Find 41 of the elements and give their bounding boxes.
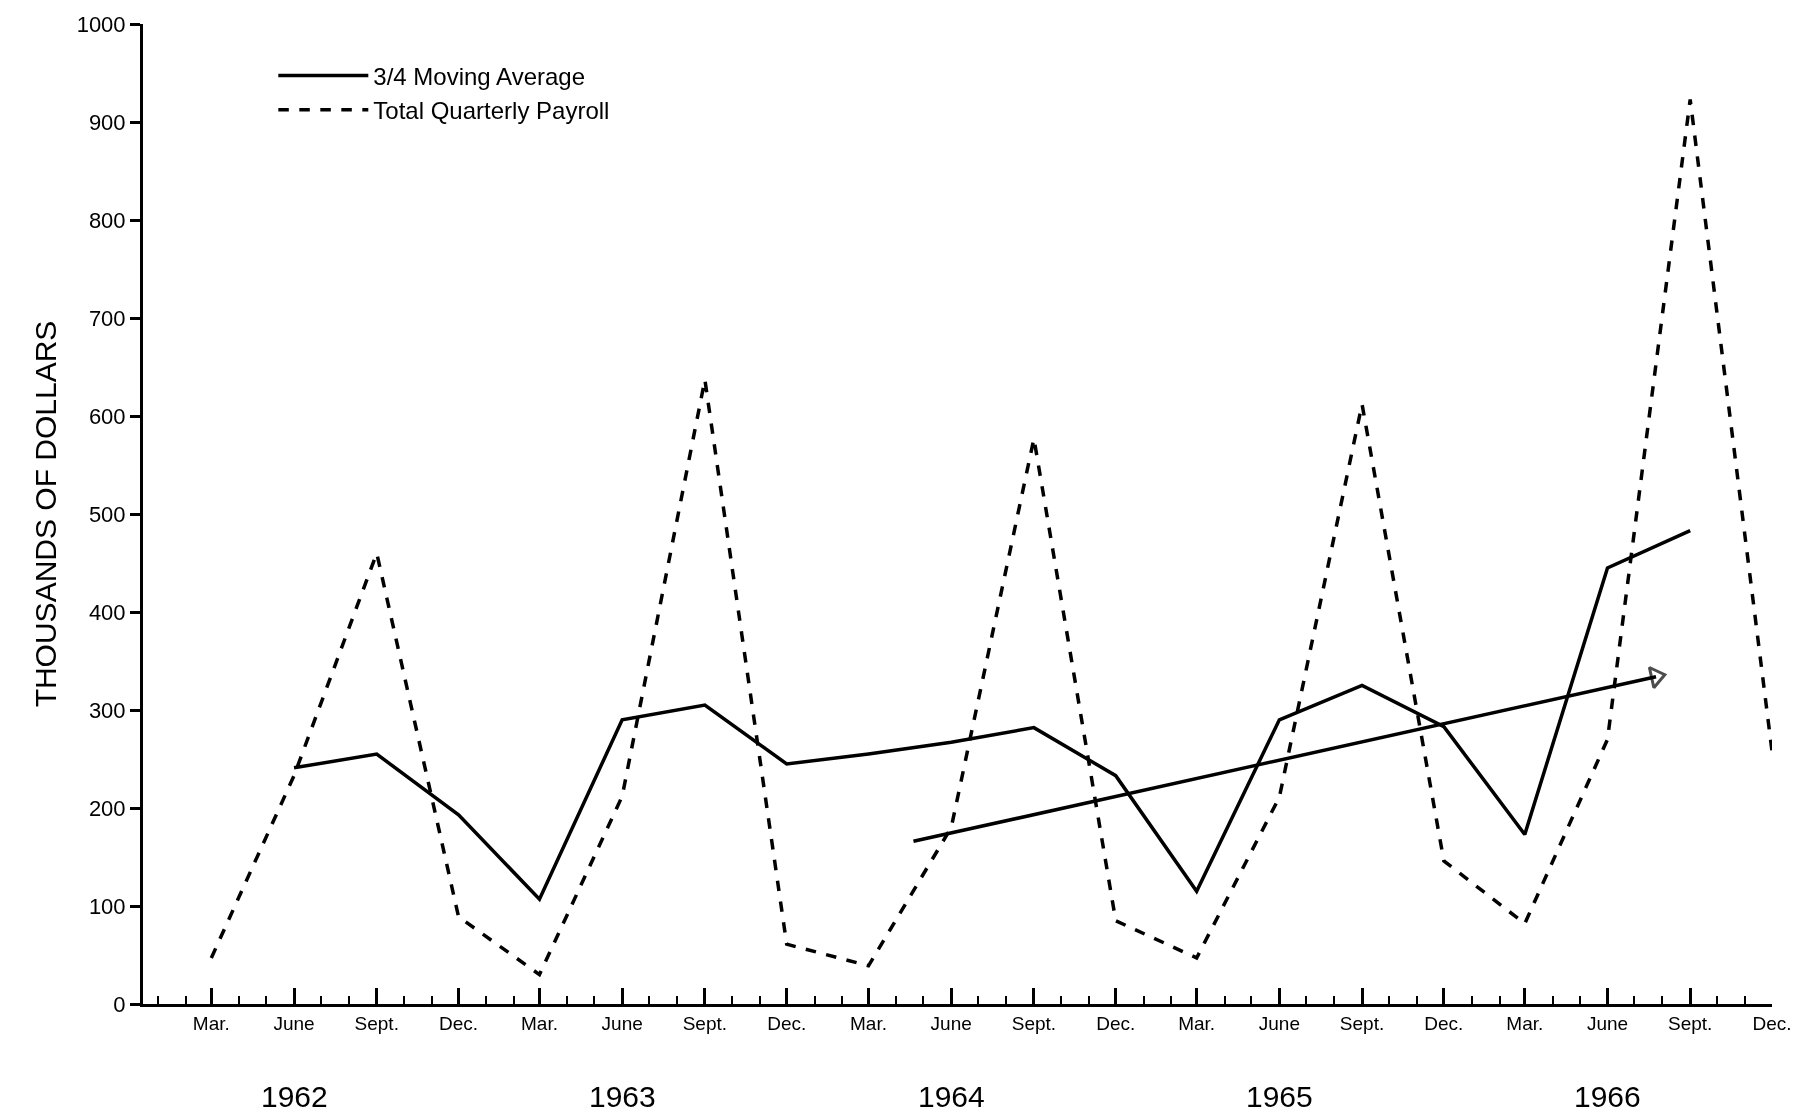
y-tick-label: 400 bbox=[88, 599, 126, 625]
x-tick-label: Dec. bbox=[439, 1012, 479, 1034]
x-tick-label: Mar. bbox=[192, 1012, 230, 1034]
y-tick-label: 900 bbox=[88, 109, 126, 135]
y-tick-label: 100 bbox=[88, 893, 126, 919]
y-tick-label: 700 bbox=[88, 305, 126, 331]
text: 1963 bbox=[589, 1080, 656, 1111]
y-tick-label: 200 bbox=[88, 795, 126, 821]
x-tick-label: Dec. bbox=[767, 1012, 807, 1034]
x-tick-label: Dec. bbox=[1752, 1012, 1792, 1034]
y-tick-label: 600 bbox=[88, 403, 126, 429]
y-tick-label: 0 bbox=[113, 991, 126, 1017]
x-tick-label: June bbox=[1586, 1012, 1629, 1034]
x-tick-label: Sept. bbox=[1339, 1012, 1385, 1034]
x-tick-label: June bbox=[273, 1012, 315, 1034]
x-tick-label: Sept. bbox=[1011, 1012, 1057, 1034]
x-tick-label: June bbox=[1258, 1012, 1300, 1034]
text: 1964 bbox=[918, 1080, 985, 1111]
x-tick-label: Mar. bbox=[520, 1012, 558, 1034]
x-tick-label: June bbox=[601, 1012, 643, 1034]
x-tick-label: Sept. bbox=[354, 1012, 399, 1034]
y-tick-label: 1000 bbox=[76, 11, 126, 37]
legend-label: Total Quarterly Payroll bbox=[373, 97, 610, 125]
x-tick-label: Mar. bbox=[1178, 1012, 1216, 1034]
y-tick-label: 500 bbox=[88, 501, 126, 527]
text: 1962 bbox=[261, 1080, 328, 1111]
x-tick-label: June bbox=[930, 1012, 972, 1034]
y-tick-label: 800 bbox=[88, 207, 126, 233]
line-series bbox=[292, 528, 1692, 901]
y-tick-label: 300 bbox=[88, 697, 126, 723]
x-tick-label: Sept. bbox=[682, 1012, 728, 1034]
x-tick-label: Dec. bbox=[1424, 1012, 1464, 1034]
x-tick-label: Mar. bbox=[850, 1012, 887, 1034]
y-axis-title: THOUSANDS OF DOLLARS bbox=[28, 320, 62, 708]
x-tick-label: Mar. bbox=[1506, 1012, 1544, 1034]
x-tick-label: Dec. bbox=[1096, 1012, 1136, 1034]
text: 1965 bbox=[1246, 1080, 1313, 1111]
x-tick-label: Sept. bbox=[1668, 1012, 1713, 1034]
text: 1966 bbox=[1574, 1080, 1641, 1111]
line-series bbox=[209, 97, 1772, 977]
legend-label: 3/4 Moving Average bbox=[373, 62, 586, 90]
